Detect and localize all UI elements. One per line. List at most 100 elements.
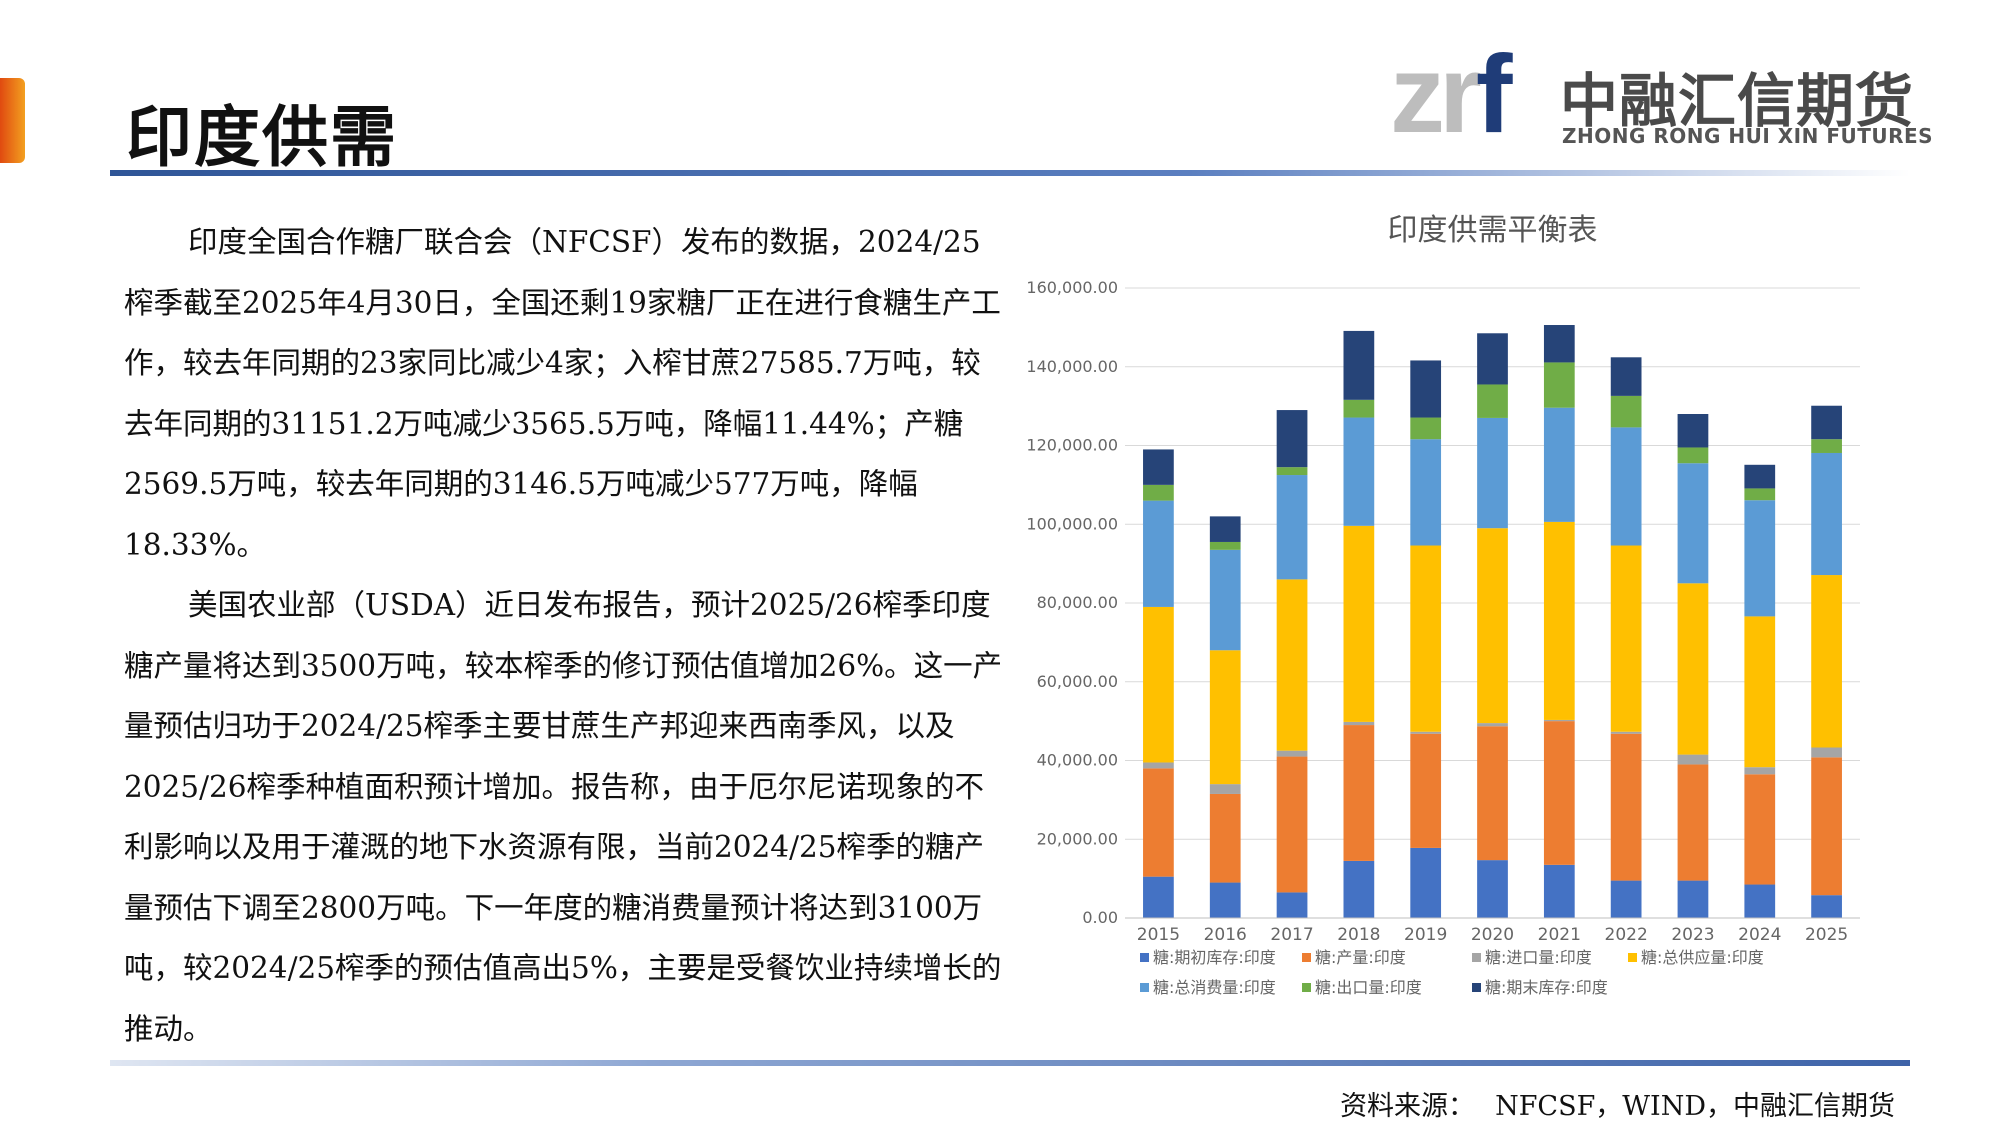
paragraph-nfcsf: 印度全国合作糖厂联合会（NFCSF）发布的数据，2024/25榨季截至2025年…: [124, 212, 1004, 575]
bar-segment: [1611, 732, 1642, 734]
bar-segment: [1343, 861, 1374, 918]
y-tick-label: 40,000.00: [1037, 751, 1118, 770]
bar-segment: [1143, 768, 1174, 876]
logo-english-name: ZHONG RONG HUI XIN FUTURES: [1562, 124, 1933, 148]
bar-segment: [1744, 465, 1775, 489]
bar-segment: [1210, 650, 1241, 784]
bar-segment: [1277, 579, 1308, 750]
bar-segment: [1544, 325, 1575, 362]
bar-segment: [1477, 528, 1508, 723]
bar-segment: [1410, 418, 1441, 440]
bar-segment: [1744, 885, 1775, 918]
bar-segment: [1678, 583, 1709, 754]
bar-segment: [1477, 418, 1508, 528]
bar-segment: [1410, 734, 1441, 848]
company-logo: zrf 中融汇信期货 ZHONG RONG HUI XIN FUTURES: [1390, 40, 1910, 150]
bar-segment: [1143, 762, 1174, 768]
supply-demand-chart: 印度供需平衡表 0.00 20,000.00 40,000.00 60,000.00 80…: [1010, 205, 1910, 1035]
bar-segment: [1744, 774, 1775, 884]
y-tick-label: 20,000.00: [1037, 829, 1118, 848]
body-text: 印度全国合作糖厂联合会（NFCSF）发布的数据，2024/25榨季截至2025年…: [124, 212, 1004, 1059]
legend-label: 糖:期初库存:印度: [1153, 948, 1276, 967]
bar-segment: [1678, 447, 1709, 463]
legend-swatch: [1302, 953, 1311, 962]
bar-segment: [1811, 406, 1842, 439]
x-tick-label: 2025: [1805, 925, 1848, 945]
bar-segment: [1611, 396, 1642, 428]
legend-label: 糖:总消费量:印度: [1153, 978, 1276, 997]
legend-label: 糖:总供应量:印度: [1641, 948, 1764, 967]
legend-swatch: [1302, 983, 1311, 992]
bar-segment: [1210, 516, 1241, 542]
logo-mark: zrf: [1390, 40, 1506, 150]
bar-segment: [1210, 883, 1241, 918]
bar-segment: [1678, 755, 1709, 765]
legend-swatch: [1140, 983, 1149, 992]
bar-segment: [1210, 784, 1241, 794]
bar-segment: [1410, 439, 1441, 545]
bar-segment: [1811, 895, 1842, 918]
bar-segment: [1477, 333, 1508, 384]
legend-label: 糖:进口量:印度: [1485, 948, 1592, 967]
bar-segment: [1544, 720, 1575, 721]
bar-segment: [1744, 488, 1775, 500]
bar-segment: [1277, 475, 1308, 579]
x-tick-label: 2015: [1137, 925, 1180, 945]
bar-segment: [1611, 357, 1642, 396]
x-tick-label: 2023: [1671, 925, 1714, 945]
logo-mark-zr: zr: [1390, 33, 1476, 156]
legend-swatch: [1628, 953, 1637, 962]
bar-segment: [1143, 877, 1174, 918]
bar-segment: [1544, 522, 1575, 720]
legend-swatch: [1472, 953, 1481, 962]
bottom-divider: [110, 1060, 1910, 1066]
y-tick-label: 160,000.00: [1026, 278, 1118, 297]
bar-segment: [1744, 767, 1775, 774]
bar-segment: [1143, 501, 1174, 607]
bar-segment: [1143, 449, 1174, 484]
y-tick-label: 0.00: [1082, 908, 1118, 927]
bar-segment: [1277, 892, 1308, 918]
bar-segment: [1744, 616, 1775, 767]
page-title: 印度供需: [126, 84, 398, 180]
chart-svg: 印度供需平衡表0.0020,000.0040,000.0060,000.0080…: [1010, 205, 1910, 1035]
bar-segment: [1277, 751, 1308, 757]
bar-segment: [1343, 526, 1374, 722]
bar-segment: [1143, 485, 1174, 501]
x-tick-label: 2017: [1270, 925, 1313, 945]
bar-segment: [1611, 881, 1642, 918]
top-divider: [110, 170, 1910, 176]
bar-segment: [1410, 546, 1441, 732]
bar-segment: [1477, 384, 1508, 417]
bar-segment: [1544, 362, 1575, 407]
paragraph-usda: 美国农业部（USDA）近日发布报告，预计2025/26榨季印度糖产量将达到350…: [124, 575, 1004, 1059]
bar-segment: [1611, 546, 1642, 732]
bar-segment: [1678, 881, 1709, 918]
bar-segment: [1811, 757, 1842, 895]
bar-segment: [1544, 721, 1575, 865]
y-tick-label: 60,000.00: [1037, 672, 1118, 691]
bar-segment: [1611, 734, 1642, 881]
bar-segment: [1210, 550, 1241, 650]
source-note: 资料来源： NFCSF，WIND，中融汇信期货: [1340, 1084, 1895, 1123]
bar-segment: [1678, 463, 1709, 583]
bar-segment: [1343, 722, 1374, 725]
legend-swatch: [1472, 983, 1481, 992]
bar-segment: [1477, 860, 1508, 918]
bar-segment: [1811, 748, 1842, 758]
y-tick-label: 140,000.00: [1026, 357, 1118, 376]
legend-label: 糖:期末库存:印度: [1485, 978, 1608, 997]
x-tick-label: 2021: [1538, 925, 1581, 945]
bar-segment: [1277, 410, 1308, 467]
bar-segment: [1611, 427, 1642, 545]
x-tick-label: 2018: [1337, 925, 1380, 945]
logo-mark-f: f: [1476, 33, 1507, 156]
bar-segment: [1143, 607, 1174, 763]
bar-segment: [1410, 848, 1441, 918]
accent-tab: [0, 78, 25, 163]
bar-segment: [1811, 575, 1842, 747]
legend-label: 糖:出口量:印度: [1315, 978, 1422, 997]
bar-segment: [1811, 439, 1842, 453]
bar-segment: [1343, 331, 1374, 400]
legend-swatch: [1140, 953, 1149, 962]
